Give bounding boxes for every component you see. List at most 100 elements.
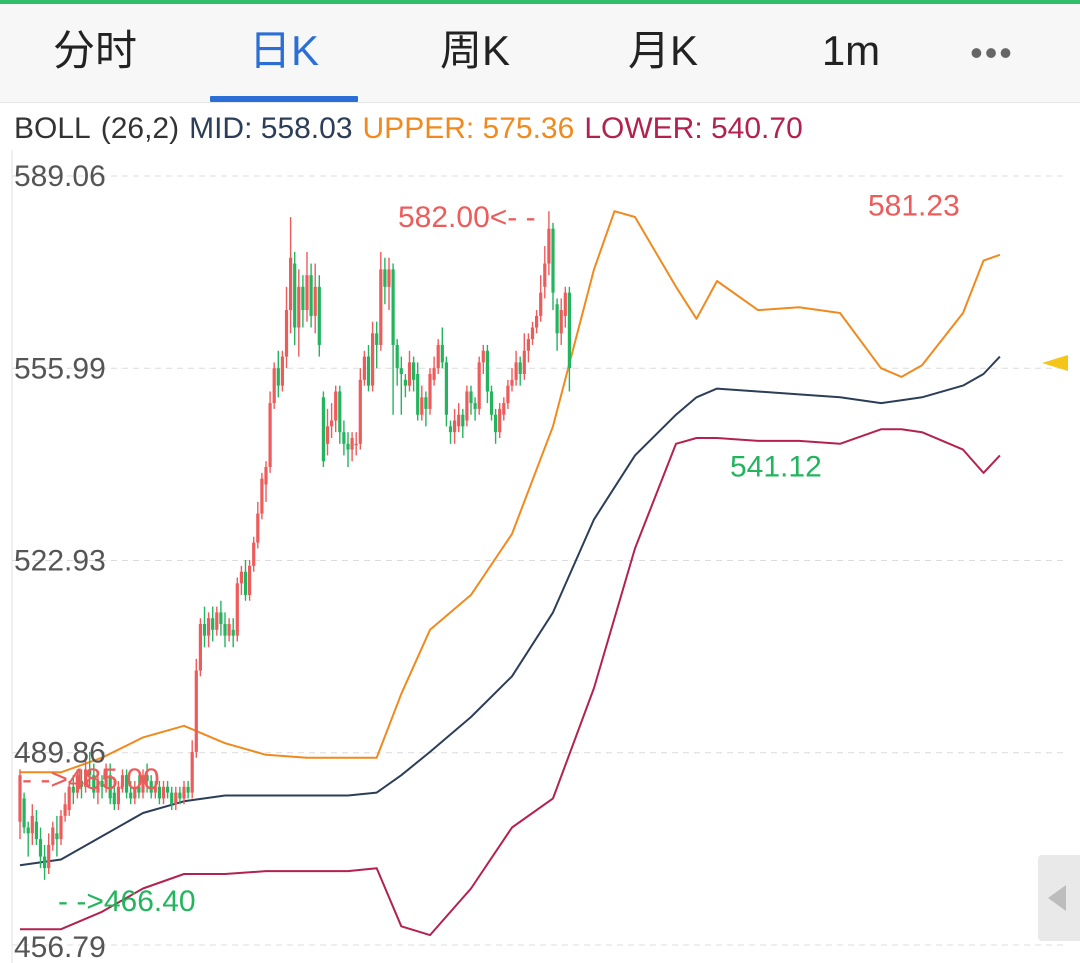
- candle-body: [137, 786, 141, 793]
- candle: [350, 432, 354, 462]
- candle-body: [182, 786, 186, 799]
- candle-body: [551, 228, 555, 293]
- candle: [485, 344, 489, 404]
- tab-monthly-k[interactable]: 月K: [627, 27, 698, 74]
- candle: [461, 408, 465, 438]
- candle: [387, 257, 391, 311]
- candle: [157, 780, 161, 805]
- candle: [174, 786, 178, 811]
- candle-body: [395, 344, 399, 369]
- tab-weekly-k[interactable]: 周K: [439, 27, 510, 74]
- candle-body: [375, 333, 379, 345]
- candle-body: [469, 391, 473, 404]
- candle-body: [18, 775, 22, 822]
- candle-body: [510, 379, 514, 386]
- candle: [526, 333, 530, 363]
- grid: [12, 175, 1066, 946]
- tab-daily-k[interactable]: 日K: [248, 27, 319, 74]
- candle: [219, 600, 223, 636]
- candle: [297, 269, 301, 357]
- candle: [108, 763, 112, 805]
- candle-body: [502, 403, 506, 415]
- candle-body: [358, 379, 362, 444]
- candle-body: [432, 368, 436, 380]
- candle: [120, 769, 125, 793]
- candle: [264, 461, 268, 502]
- candle: [399, 356, 403, 415]
- candle-body: [403, 379, 407, 386]
- candle-body: [67, 786, 71, 811]
- candle: [543, 246, 547, 299]
- candle-body: [149, 780, 153, 793]
- candle: [215, 606, 219, 636]
- boll-legend: BOLL (26,2) MID: 558.03 UPPER: 575.36 LOWER:…: [14, 112, 813, 152]
- candle-body: [198, 624, 202, 671]
- candle-body: [129, 792, 133, 799]
- candle-body: [75, 775, 79, 793]
- current-price-marker: [1042, 355, 1068, 371]
- boll-mid-line: [19, 355, 1001, 867]
- candle-body: [59, 815, 63, 840]
- candle-body: [268, 403, 272, 468]
- candle-body: [391, 269, 395, 345]
- candle-body: [563, 292, 567, 316]
- candle: [268, 391, 272, 473]
- candle: [432, 356, 436, 386]
- candle-body: [334, 391, 338, 421]
- candle: [334, 385, 338, 433]
- candle-body: [555, 304, 559, 334]
- candle: [309, 263, 313, 328]
- candle: [494, 408, 498, 444]
- candle: [129, 780, 133, 805]
- candle-body: [379, 269, 383, 345]
- candle: [67, 780, 71, 816]
- candle-body: [485, 350, 489, 392]
- tab-1m[interactable]: 1m: [821, 27, 881, 74]
- candle-body: [371, 333, 375, 386]
- candles: [18, 211, 571, 880]
- candle-body: [305, 275, 309, 311]
- candle-body: [170, 792, 174, 805]
- candle-body: [338, 391, 342, 433]
- candle: [141, 769, 145, 799]
- candle: [71, 775, 75, 805]
- candle-body: [473, 403, 477, 409]
- candle: [301, 275, 305, 328]
- candle: [145, 763, 149, 793]
- tab-intraday[interactable]: 分时: [52, 27, 137, 74]
- side-panel-toggle[interactable]: [1038, 855, 1080, 941]
- more-dots-icon[interactable]: •••: [970, 32, 1014, 73]
- candle-body: [157, 786, 161, 799]
- candle-body: [461, 414, 465, 427]
- candle-body: [313, 286, 317, 316]
- candle-body: [477, 362, 481, 409]
- candle: [243, 560, 248, 601]
- candle-body: [96, 780, 100, 793]
- price-annotation: 582.00<- -: [398, 201, 536, 234]
- candle-body: [100, 780, 104, 787]
- candle: [137, 775, 141, 799]
- candle: [22, 792, 26, 834]
- candle-body: [84, 769, 88, 787]
- candle: [38, 827, 43, 869]
- candle: [55, 815, 59, 857]
- candle-body: [399, 368, 403, 375]
- candle: [88, 751, 92, 787]
- candle: [313, 263, 317, 334]
- candle: [502, 397, 506, 421]
- legend-params: (26,2): [100, 112, 180, 145]
- candle: [198, 618, 202, 677]
- candle: [563, 286, 567, 328]
- candle: [325, 408, 330, 456]
- boll-lower-line: [20, 428, 1001, 937]
- candle-body: [518, 362, 522, 375]
- candle: [30, 804, 34, 845]
- candle-body: [444, 362, 448, 415]
- candle-body: [104, 769, 108, 787]
- candlestick-chart[interactable]: 589.06 555.99 522.93 489.86 456.79 582.00<- -…: [0, 100, 1080, 963]
- candle: [559, 298, 563, 345]
- candle-body: [350, 437, 354, 450]
- candle: [498, 403, 502, 438]
- price-annotation: - ->466.40: [58, 885, 196, 918]
- candle-body: [174, 792, 178, 805]
